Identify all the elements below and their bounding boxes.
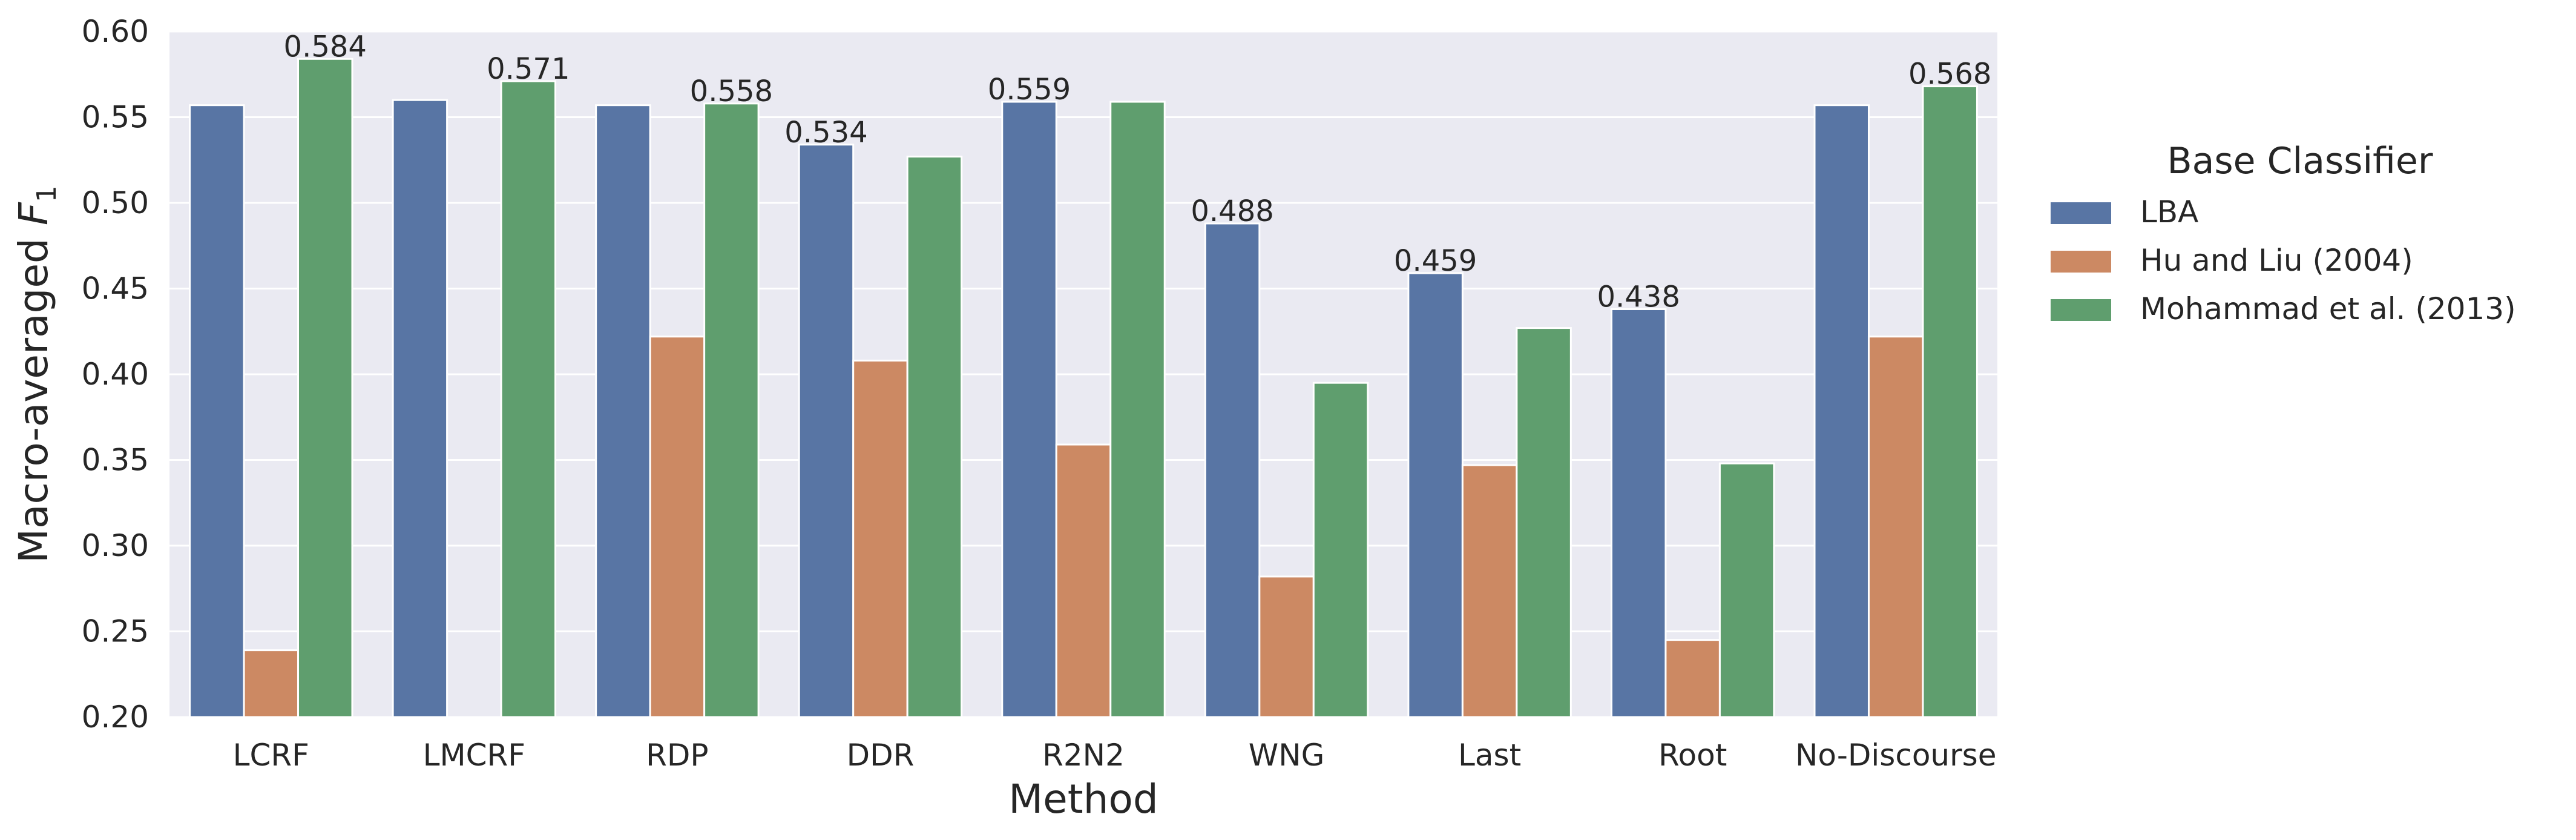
- y-tick-label: 0.40: [82, 357, 149, 392]
- data-label: 0.488: [1191, 194, 1273, 228]
- y-tick-label: 0.45: [82, 271, 149, 306]
- data-label: 0.438: [1597, 280, 1680, 314]
- y-axis-title-text: Macro-averaged: [10, 225, 57, 563]
- x-axis-tick-labels: LCRF LMCRF RDP DDR R2N2 WNG Last Root No-Discour…: [233, 738, 1997, 773]
- bar-mohammad-et-al-2013-last: [1516, 327, 1572, 718]
- y-tick-label: 0.60: [82, 14, 149, 49]
- bar-lba-lmcrf: [392, 99, 448, 718]
- bar-mohammad-et-al-2013-r2n2: [1109, 101, 1166, 718]
- bar-lba-root: [1610, 308, 1667, 718]
- data-label: 0.571: [487, 52, 570, 86]
- data-label: 0.534: [784, 116, 867, 150]
- data-label: 0.558: [690, 74, 773, 108]
- bar-lba-ddr: [798, 144, 855, 718]
- x-tick-label: Root: [1658, 738, 1727, 773]
- bar-hu-and-liu-2004-lcrf: [243, 649, 300, 718]
- x-axis-title: Method: [1008, 776, 1158, 822]
- y-tick-label: 0.30: [82, 528, 149, 563]
- bar-mohammad-et-al-2013-lcrf: [297, 58, 353, 718]
- x-tick-label: LMCRF: [423, 738, 525, 773]
- bar-hu-and-liu-2004-last: [1461, 464, 1518, 718]
- bar-mohammad-et-al-2013-ddr: [906, 156, 963, 718]
- bar-mohammad-et-al-2013-no-discourse: [1922, 85, 1978, 718]
- bar-hu-and-liu-2004-root: [1664, 639, 1721, 718]
- data-label: 0.559: [988, 73, 1071, 107]
- bar-lba-no-discourse: [1813, 104, 1870, 718]
- data-label: 0.568: [1908, 58, 1991, 91]
- y-tick-label: 0.20: [82, 699, 149, 735]
- data-label: 0.459: [1394, 244, 1477, 278]
- legend-swatch: [2051, 299, 2111, 321]
- bar-mohammad-et-al-2013-wng: [1312, 382, 1369, 718]
- legend-swatch: [2051, 202, 2111, 224]
- bar-hu-and-liu-2004-ddr: [852, 359, 908, 718]
- bar-mohammad-et-al-2013-lmcrf: [500, 80, 557, 718]
- x-tick-label: Last: [1458, 738, 1521, 773]
- bar-lba-last: [1407, 272, 1464, 718]
- bar-lba-rdp: [595, 104, 651, 718]
- x-tick-label: DDR: [847, 738, 915, 773]
- legend-label: LBA: [2140, 194, 2198, 230]
- legend-items: LBA Hu and Liu (2004) Mohammad et al. (201…: [2051, 194, 2516, 326]
- y-axis-tick-labels: 0.20 0.25 0.30 0.35 0.40 0.45 0.50 0.55 0.60: [82, 14, 149, 735]
- x-tick-label: LCRF: [233, 738, 309, 773]
- bar-mohammad-et-al-2013-root: [1718, 462, 1775, 718]
- legend-label: Hu and Liu (2004): [2140, 243, 2413, 278]
- legend-label: Mohammad et al. (2013): [2140, 291, 2516, 326]
- bar-hu-and-liu-2004-no-discourse: [1867, 336, 1924, 718]
- y-axis-title-subscript: 1: [31, 185, 62, 202]
- bar-hu-and-liu-2004-rdp: [649, 336, 706, 718]
- x-tick-label: No-Discourse: [1795, 738, 1997, 773]
- x-tick-label: RDP: [646, 738, 708, 773]
- bar-lba-r2n2: [1001, 101, 1057, 718]
- x-tick-label: WNG: [1249, 738, 1325, 773]
- bar-hu-and-liu-2004-r2n2: [1055, 443, 1112, 718]
- y-tick-label: 0.35: [82, 443, 149, 478]
- y-tick-label: 0.25: [82, 614, 149, 649]
- bar-hu-and-liu-2004-wng: [1258, 575, 1315, 718]
- legend-swatch: [2051, 251, 2111, 273]
- bar-mohammad-et-al-2013-rdp: [703, 102, 760, 718]
- data-label: 0.584: [284, 30, 367, 64]
- y-tick-label: 0.50: [82, 185, 149, 220]
- bar-value-annotations: 0.584 0.571 0.558 0.534 0.559 0.488 0.459 0.438…: [284, 30, 1992, 314]
- x-tick-label: R2N2: [1042, 738, 1125, 773]
- legend-title: Base Classifier: [2167, 140, 2433, 182]
- y-tick-label: 0.55: [82, 100, 149, 135]
- bar-lba-lcrf: [189, 104, 245, 718]
- bars: [189, 58, 1978, 718]
- y-axis-title-math: F: [10, 202, 57, 225]
- y-axis-title: Macro-averaged F1: [10, 185, 62, 563]
- legend: Base Classifier LBA Hu and Liu (2004) Moha…: [2051, 140, 2516, 326]
- bar-lba-wng: [1204, 222, 1261, 718]
